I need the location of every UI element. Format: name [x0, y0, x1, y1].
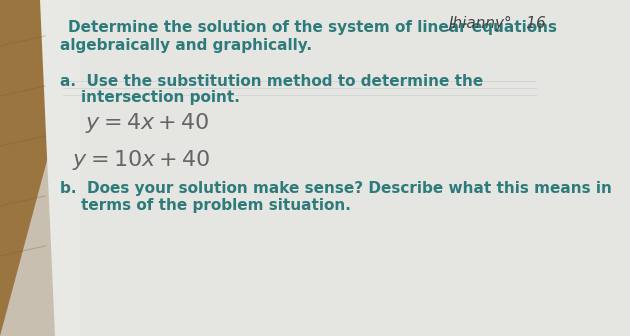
Polygon shape: [80, 0, 630, 336]
Text: algebraically and graphically.: algebraically and graphically.: [60, 38, 312, 53]
Text: Jhianny°   16: Jhianny° 16: [448, 16, 546, 31]
Text: a.  Use the substitution method to determine the: a. Use the substitution method to determ…: [60, 74, 483, 89]
Text: Determine the solution of the system of linear equations: Determine the solution of the system of …: [68, 20, 557, 35]
Text: $y = 10x + 40$: $y = 10x + 40$: [72, 148, 211, 172]
Text: $y = 4x + 40$: $y = 4x + 40$: [85, 111, 210, 135]
Text: terms of the problem situation.: terms of the problem situation.: [60, 198, 351, 213]
Polygon shape: [0, 0, 90, 336]
Polygon shape: [40, 0, 630, 336]
Text: intersection point.: intersection point.: [60, 90, 240, 105]
Text: b.  Does your solution make sense? Describe what this means in: b. Does your solution make sense? Descri…: [60, 181, 612, 196]
